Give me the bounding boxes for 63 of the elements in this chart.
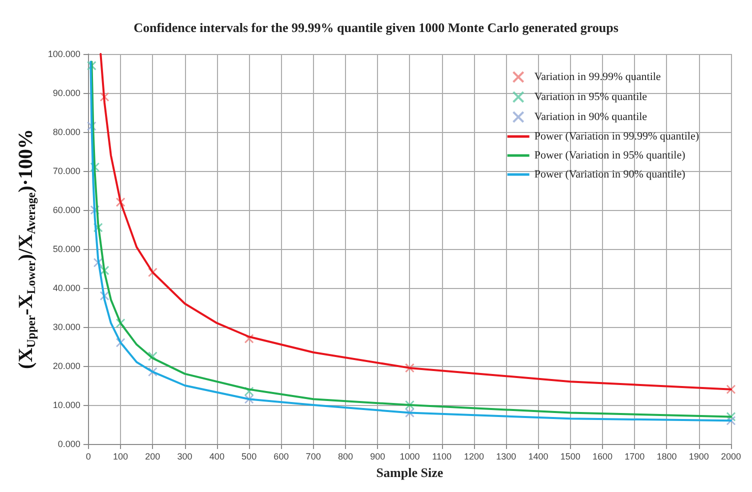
- x-tick-label: 0: [86, 452, 91, 462]
- y-tick-label: 40.000: [52, 283, 80, 293]
- x-axis-title: Sample Size: [376, 465, 444, 480]
- x-tick-label: 300: [177, 452, 192, 462]
- x-tick-label: 1500: [560, 452, 580, 462]
- x-tick-label: 900: [370, 452, 386, 462]
- legend-label: Power (Variation in 95% quantile): [534, 150, 686, 162]
- x-tick-label: 1200: [464, 452, 484, 462]
- point: [86, 60, 96, 70]
- x-tick-label: 600: [274, 452, 289, 462]
- x-tick-label: 1800: [656, 452, 677, 462]
- x-tick-label: 1700: [624, 452, 645, 462]
- x-tick-label: 800: [338, 452, 353, 462]
- point: [93, 222, 103, 232]
- point: [244, 386, 254, 396]
- point: [100, 291, 110, 301]
- legend-label: Variation in 95% quantile: [534, 91, 648, 103]
- x-tick-label: 2000: [720, 452, 742, 462]
- y-tick-label: 50.000: [52, 244, 80, 254]
- x-tick-label: 1300: [496, 452, 516, 462]
- x-tick-label: 1000: [400, 452, 420, 462]
- x-tick-label: 1100: [432, 452, 452, 462]
- chart-title: Confidence intervals for the 99.99% quantile given 1000 Monte Carlo generated groups: [134, 20, 618, 35]
- x-tick-label: 500: [242, 452, 257, 462]
- point: [404, 400, 414, 410]
- point: [148, 367, 158, 377]
- y-tick-label: 10.000: [52, 400, 80, 410]
- point: [100, 92, 110, 102]
- point: [726, 416, 736, 426]
- y-tick-label: 90.000: [52, 88, 80, 98]
- point: [93, 258, 103, 268]
- point: [100, 266, 110, 276]
- point: [404, 408, 414, 418]
- y-tick-label: 80.000: [52, 127, 80, 137]
- y-tick-label: 70.000: [52, 166, 80, 176]
- point: [726, 384, 736, 394]
- y-tick-label: 60.000: [52, 205, 80, 215]
- point: [116, 338, 126, 348]
- y-tick-label: 20.000: [52, 361, 80, 371]
- x-tick-label: 1900: [688, 452, 709, 462]
- point: [148, 352, 158, 361]
- legend-label: Power (Variation in 99.99% quantile): [534, 130, 700, 142]
- y-axis-title: (XUpper-XLower)/XAverage)·100%: [15, 129, 38, 369]
- point: [726, 412, 736, 422]
- x-tick-label: 700: [306, 452, 321, 462]
- legend-label: Variation in 90% quantile: [534, 111, 648, 123]
- x-tick-label: 200: [145, 452, 160, 462]
- y-tick-label: 0.000: [58, 439, 80, 449]
- legend-label: Variation in 99.99% quantile: [534, 71, 661, 83]
- point: [116, 318, 126, 328]
- y-tick-label: 100.000: [48, 49, 80, 59]
- x-tick-label: 1400: [528, 452, 548, 462]
- x-tick-label: 1600: [592, 452, 612, 462]
- point: [86, 121, 96, 131]
- point: [116, 197, 126, 207]
- point: [244, 334, 254, 344]
- point: [90, 205, 100, 215]
- y-tick-label: 30.000: [52, 322, 80, 332]
- x-tick-label: 400: [209, 452, 224, 462]
- x-tick-label: 100: [113, 452, 128, 462]
- point: [404, 363, 414, 373]
- legend-label: Power (Variation in 90% quantile): [534, 168, 686, 180]
- point: [244, 394, 254, 404]
